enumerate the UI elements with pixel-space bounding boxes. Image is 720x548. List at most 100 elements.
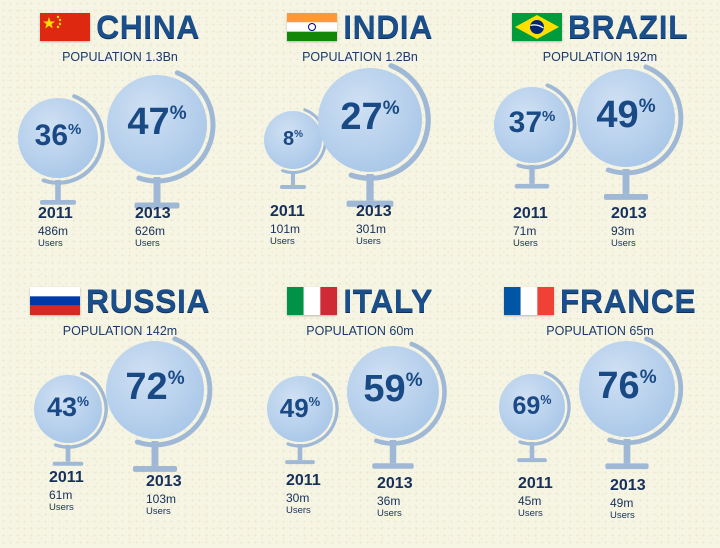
percent-value-y2013: 49%: [563, 94, 689, 137]
percent-number: 8: [282, 127, 295, 150]
percent-number: 72: [125, 366, 168, 409]
globe-icon-y2011: 37%: [480, 73, 584, 197]
country-name: BRAZIL: [567, 8, 689, 45]
globe-icon-y2013: 76%: [565, 327, 689, 480]
percent-symbol: %: [308, 394, 321, 410]
users-label: Users: [38, 238, 63, 249]
users-count: 30m: [286, 491, 310, 505]
users-count: 626m: [135, 224, 166, 238]
users-label: Users: [356, 236, 381, 247]
users-count: 101m: [270, 222, 301, 236]
users-label: Users: [146, 506, 171, 517]
percent-value-y2011: 36%: [4, 119, 112, 153]
stat-block-y2011: 2011 61m Users: [49, 469, 84, 513]
year-label: 2011: [270, 203, 305, 220]
users-count: 71m: [513, 224, 537, 238]
country-name: CHINA: [96, 8, 200, 45]
percent-symbol: %: [169, 103, 187, 125]
population-label: POPULATION 1.2Bn: [302, 50, 418, 64]
population-label: POPULATION 60m: [306, 324, 414, 338]
population-label: POPULATION 192m: [542, 50, 658, 64]
russia-flag-icon: [30, 287, 81, 315]
country-panel-china: CHINA POPULATION 1.3Bn 36% 2011 486m Users …: [0, 0, 240, 274]
country-panel-france: FRANCE POPULATION 65m 69% 2011 45m Users 76…: [480, 274, 720, 548]
globe-icon-y2013: 49%: [563, 55, 689, 211]
year-label: 2013: [610, 477, 646, 494]
stat-block-y2013: 2013 103m Users: [146, 473, 182, 517]
percent-number: 76: [597, 365, 640, 408]
stat-block-y2011: 2011 71m Users: [513, 205, 548, 249]
country-name: FRANCE: [559, 282, 697, 319]
country-panel-brazil: BRAZIL POPULATION 192m 37% 2011 71m Users 4…: [480, 0, 720, 274]
country-panel-italy: ITALY POPULATION 60m 49% 2011 30m Users 59%…: [240, 274, 480, 548]
percent-value-y2011: 8%: [250, 128, 336, 151]
percent-value-y2011: 69%: [485, 392, 579, 421]
percent-value-y2011: 43%: [20, 392, 116, 423]
percent-number: 43: [46, 392, 78, 423]
percent-symbol: %: [542, 107, 556, 125]
india-flag-icon: [287, 13, 338, 41]
percent-symbol: %: [294, 128, 304, 140]
users-label: Users: [518, 508, 543, 519]
france-flag-icon: [503, 287, 554, 315]
country-header: RUSSIA: [0, 282, 240, 320]
globe-icon-y2013: 72%: [92, 327, 218, 483]
percent-value-y2011: 37%: [480, 106, 584, 140]
users-count: 49m: [610, 496, 634, 510]
percent-number: 27: [340, 96, 383, 139]
stat-block-y2011: 2011 101m Users: [270, 203, 305, 247]
users-count: 45m: [518, 494, 542, 508]
stat-block-y2013: 2013 626m Users: [135, 205, 171, 249]
users-count: 103m: [146, 492, 177, 506]
year-label: 2013: [146, 473, 182, 490]
country-name: RUSSIA: [86, 282, 210, 319]
globe-icon-y2013: 27%: [304, 54, 436, 219]
globe-icon-y2011: 36%: [4, 84, 112, 214]
users-count: 486m: [38, 224, 69, 238]
users-count: 36m: [377, 494, 401, 508]
users-count: 61m: [49, 488, 73, 502]
percent-value-y2013: 59%: [333, 368, 453, 411]
year-label: 2013: [377, 475, 413, 492]
users-label: Users: [377, 508, 402, 519]
country-panel-russia: RUSSIA POPULATION 142m 43% 2011 61m Users 7…: [0, 274, 240, 548]
percent-symbol: %: [540, 392, 552, 407]
stat-block-y2013: 2013 49m Users: [610, 477, 646, 521]
percent-symbol: %: [639, 367, 657, 389]
percent-number: 49: [596, 94, 639, 137]
percent-symbol: %: [77, 393, 90, 409]
globe-icon-y2011: 8%: [250, 97, 336, 195]
year-label: 2011: [513, 205, 548, 222]
percent-value-y2013: 27%: [304, 96, 436, 139]
country-header: CHINA: [0, 8, 240, 46]
percent-value-y2013: 72%: [92, 366, 218, 409]
users-label: Users: [611, 238, 636, 249]
stat-block-y2011: 2011 45m Users: [518, 475, 553, 519]
china-flag-icon: [40, 13, 91, 41]
users-label: Users: [513, 238, 538, 249]
percent-number: 59: [363, 368, 406, 411]
population-label: POPULATION 142m: [62, 324, 178, 338]
stat-block-y2013: 2013 93m Users: [611, 205, 647, 249]
country-header: INDIA: [240, 8, 480, 46]
users-label: Users: [49, 502, 74, 513]
users-label: Users: [610, 510, 635, 521]
globe-icon-y2013: 47%: [93, 61, 221, 220]
percent-symbol: %: [382, 98, 400, 120]
year-label: 2011: [518, 475, 553, 492]
stat-block-y2013: 2013 301m Users: [356, 203, 392, 247]
globe-icon-y2013: 59%: [333, 332, 453, 479]
year-label: 2011: [286, 472, 321, 489]
globe-icon-y2011: 69%: [485, 360, 579, 470]
country-header: FRANCE: [480, 282, 720, 320]
percent-number: 37: [508, 106, 543, 140]
year-label: 2013: [356, 203, 392, 220]
year-label: 2011: [49, 469, 84, 486]
users-label: Users: [270, 236, 295, 247]
users-label: Users: [286, 505, 311, 516]
percent-symbol: %: [405, 370, 423, 392]
year-label: 2013: [135, 205, 171, 222]
percent-number: 69: [512, 391, 541, 420]
country-panel-india: INDIA POPULATION 1.2Bn 8% 2011 101m Users 2…: [240, 0, 480, 274]
country-header: ITALY: [240, 282, 480, 320]
